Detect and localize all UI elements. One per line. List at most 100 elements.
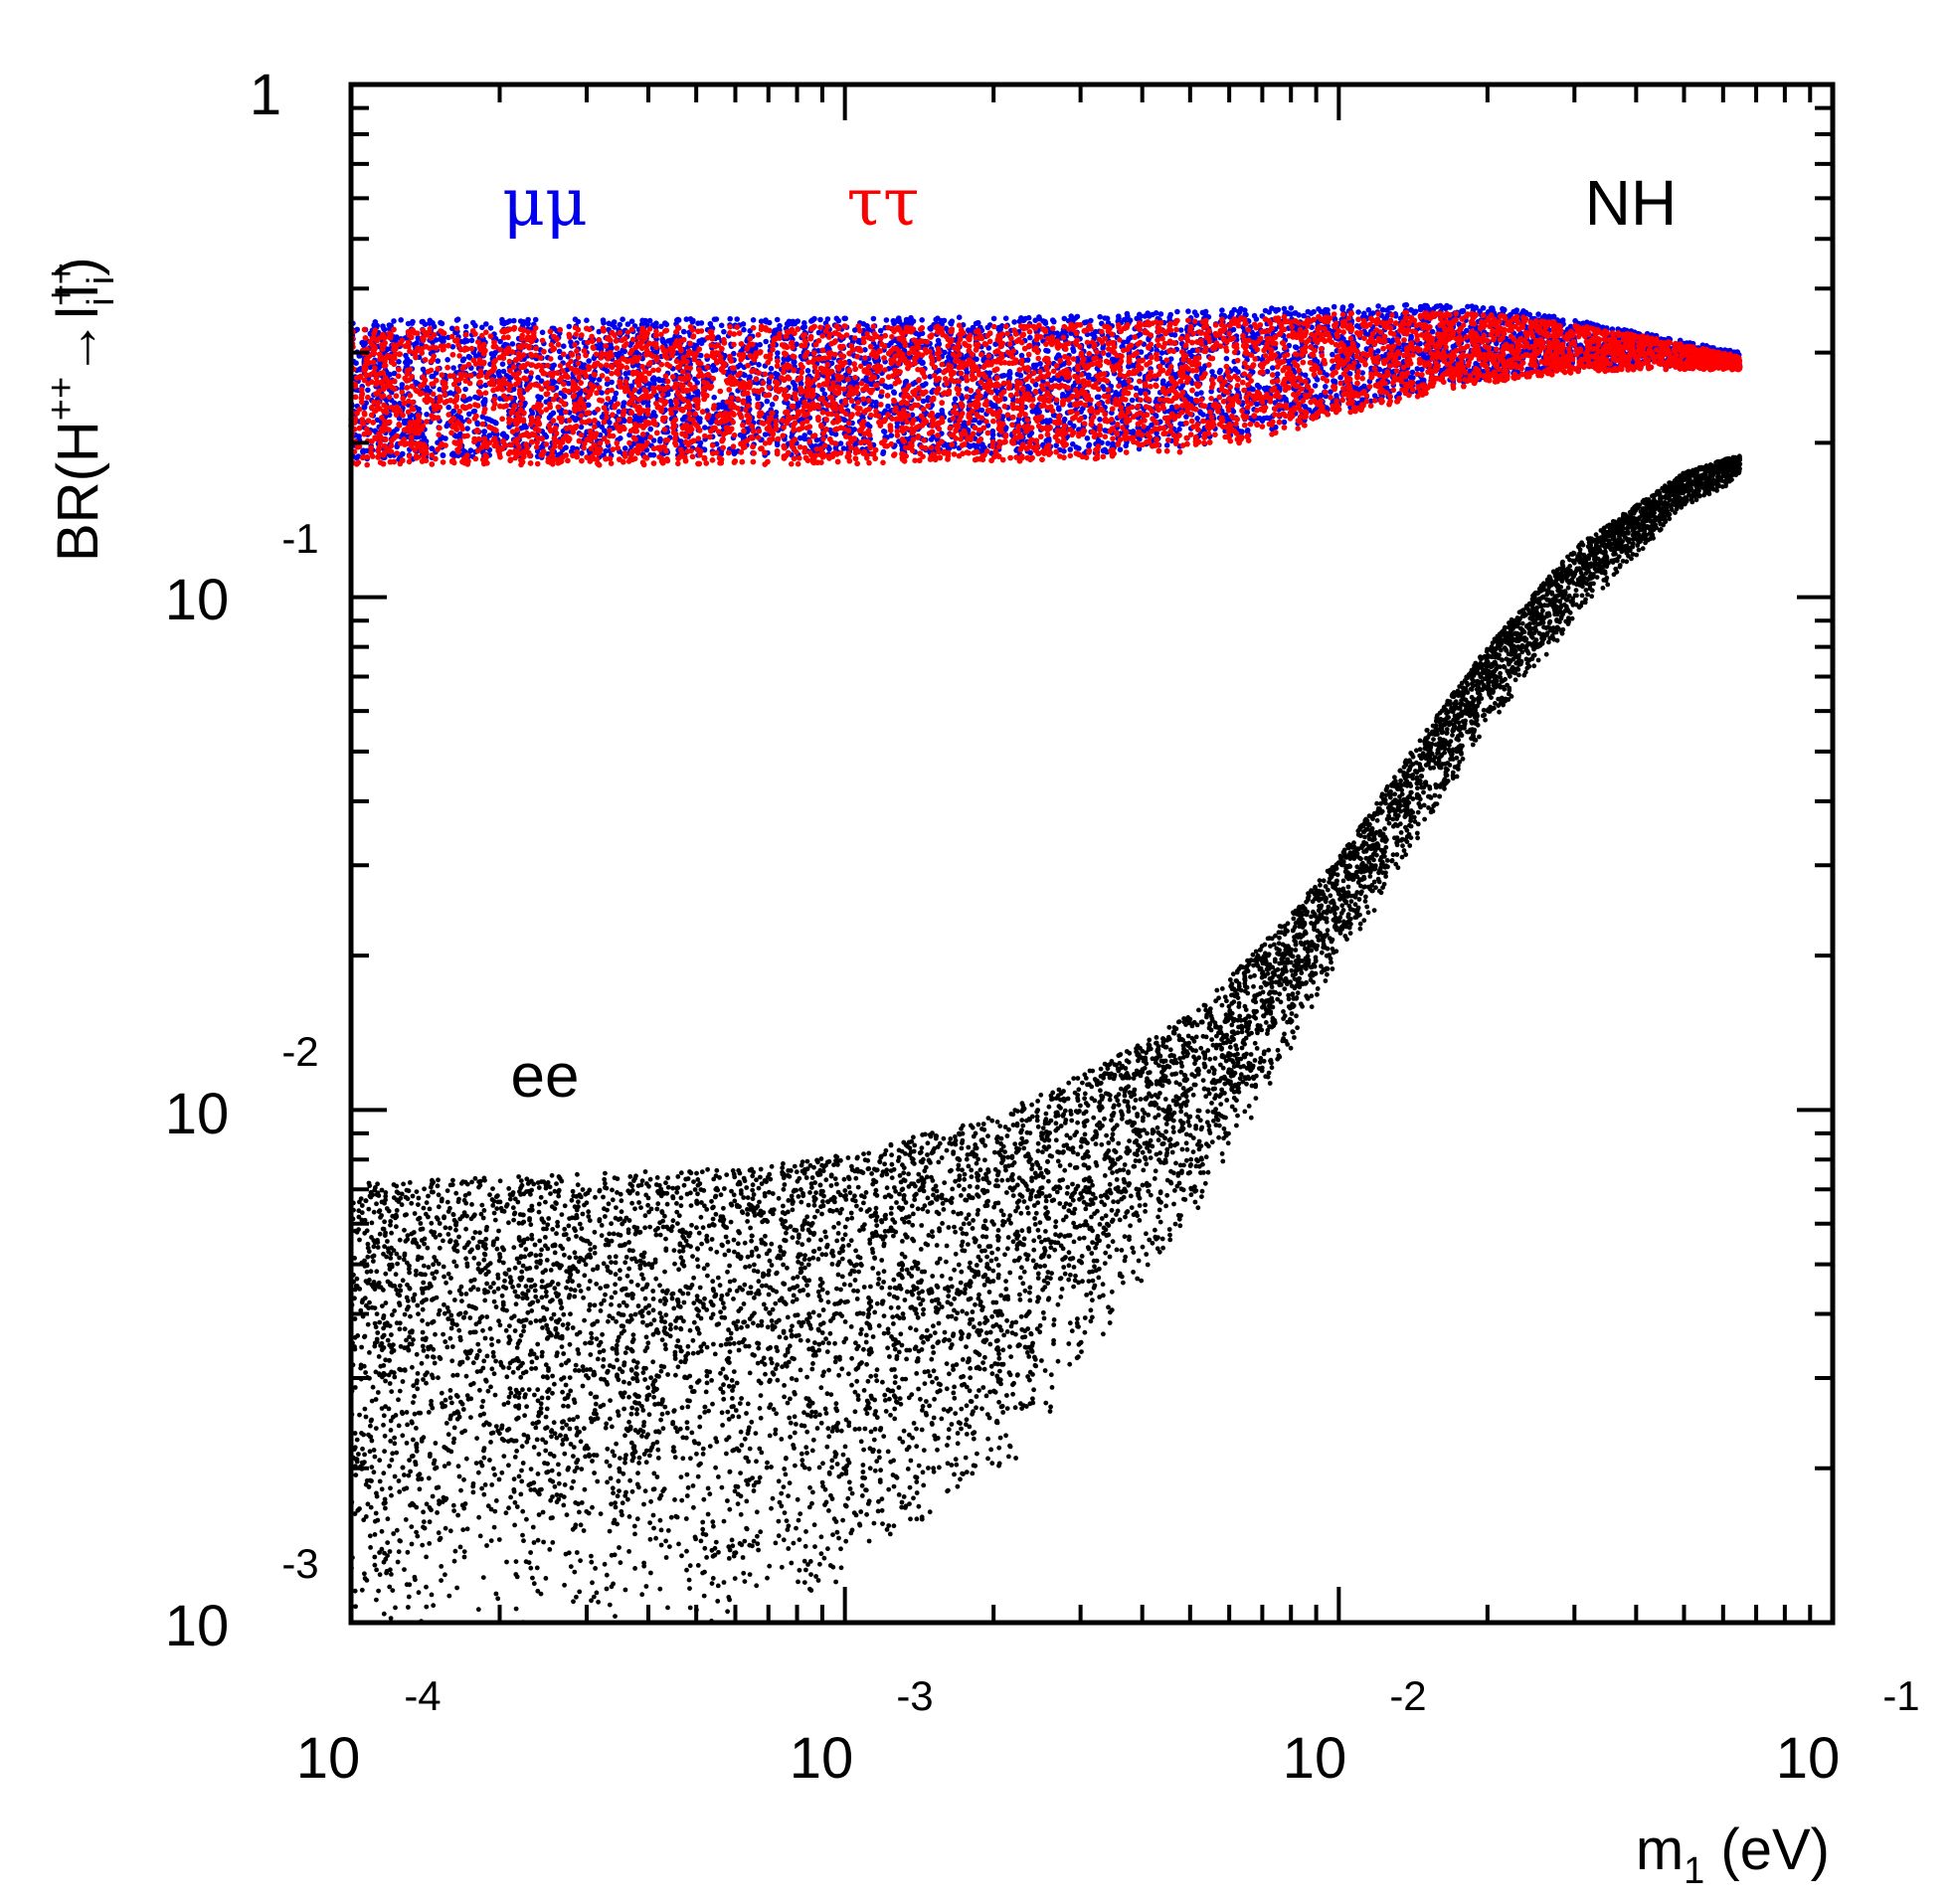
point-μμ [1163,442,1170,448]
point-μμ [680,328,687,335]
point-μμ [808,318,814,324]
point-μμ [479,324,485,331]
point-μμ [1584,319,1590,326]
point-μμ [410,318,416,325]
point-μμ [646,317,653,324]
point-μμ [538,395,544,401]
point-μμ [883,317,890,323]
point-μμ [1216,369,1223,376]
point-μμ [1002,315,1009,322]
point-μμ [1316,306,1322,312]
point-μμ [795,318,800,324]
point-μμ [942,349,948,356]
point-μμ [1193,373,1199,380]
point-μμ [1200,412,1206,418]
point-μμ [444,357,450,363]
point-μμ [695,390,701,397]
point-μμ [1005,372,1011,379]
point-μμ [365,387,371,394]
point-μμ [758,318,765,325]
point-μμ [966,327,972,333]
point-μμ [928,436,935,442]
point-μμ [763,338,769,345]
point-μμ [561,343,567,350]
point-μμ [1202,308,1209,315]
point-μμ [1510,308,1516,315]
point-μμ [1292,344,1299,350]
point-μμ [1030,362,1037,369]
point-μμ [1097,417,1103,423]
point-μμ [448,325,455,332]
point-μμ [429,373,436,380]
point-μμ [561,393,568,400]
point-μμ [885,403,891,410]
point-μμ [539,329,546,336]
point-μμ [1097,313,1103,320]
point-μμ [520,319,527,325]
point-μμ [877,327,884,334]
point-μμ [1414,366,1421,372]
point-μμ [487,325,494,331]
point-μμ [617,321,623,328]
point-μμ [727,315,733,322]
point-μμ [1105,440,1111,446]
point-μμ [550,410,557,417]
point-μμ [403,352,409,359]
point-μμ [415,335,422,341]
point-μμ [675,317,682,323]
point-μμ [1447,304,1453,310]
point-μμ [792,382,799,389]
point-μμ [607,420,613,426]
point-μμ [609,321,616,328]
point-μμ [398,317,405,323]
point-μμ [1361,310,1367,317]
point-μμ [841,417,847,423]
point-μμ [1116,313,1122,320]
point-μμ [687,316,694,322]
point-μμ [509,341,516,347]
point-μμ [443,435,448,441]
point-μμ [1070,348,1077,355]
point-μμ [1325,307,1331,313]
point-μμ [769,402,776,408]
point-μμ [465,353,472,360]
point-μμ [1133,385,1140,392]
point-μμ [613,390,620,397]
point-μμ [1223,355,1230,362]
point-μμ [1488,305,1495,311]
point-μμ [612,395,618,402]
point-μμ [1375,348,1381,354]
point-μμ [715,334,722,341]
point-μμ [1096,394,1102,401]
point-μμ [1283,396,1289,403]
point-μμ [1157,311,1164,317]
point-μμ [721,328,727,335]
point-μμ [873,399,879,406]
point-μμ [1409,369,1416,376]
point-μμ [935,337,942,344]
point-μμ [1049,317,1056,323]
point-μμ [499,361,506,368]
point-μμ [662,320,668,326]
point-μμ [466,411,472,418]
point-μμ [764,398,771,405]
point-μμ [414,340,420,346]
point-μμ [464,426,470,432]
point-μμ [1020,317,1027,324]
point-μμ [1459,308,1465,314]
point-μμ [586,358,592,364]
point-μμ [1056,406,1062,413]
point-μμ [371,322,377,328]
point-μμ [731,450,738,457]
point-μμ [750,317,757,323]
point-μμ [794,341,799,348]
point-μμ [1126,335,1132,342]
point-μμ [1355,309,1361,315]
point-μμ [1076,445,1082,451]
point-μμ [1177,327,1184,333]
point-μμ [775,350,781,356]
point-μμ [391,318,397,324]
point-μμ [622,371,628,377]
point-μμ [424,412,430,418]
